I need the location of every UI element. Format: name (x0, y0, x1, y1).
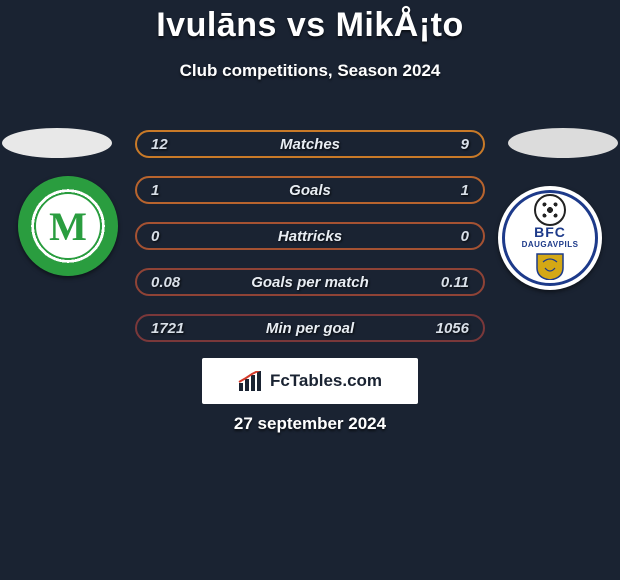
stat-value-left: 12 (151, 136, 191, 153)
stat-value-left: 0 (151, 228, 191, 245)
brand-text: FcTables.com (270, 371, 382, 391)
stat-value-right: 0 (429, 228, 469, 245)
stat-label: Hattricks (191, 228, 429, 245)
stat-value-right: 1056 (429, 320, 469, 337)
brand-box[interactable]: FcTables.com (202, 358, 418, 404)
club-crest-right-label1: BFC (498, 224, 602, 240)
stat-row: 12Matches9 (135, 130, 485, 158)
club-crest-left-letter: M (36, 194, 100, 258)
player-oval-right (508, 128, 618, 158)
stat-row: 0Hattricks0 (135, 222, 485, 250)
soccer-ball-icon (534, 194, 566, 226)
stat-value-left: 0.08 (151, 274, 191, 291)
shield-icon (535, 252, 565, 280)
stat-value-right: 1 (429, 182, 469, 199)
player-oval-left (2, 128, 112, 158)
stat-label: Goals per match (191, 274, 429, 291)
stat-value-left: 1 (151, 182, 191, 199)
stats-table: 12Matches9 1Goals1 0Hattricks0 0.08Goals pe… (135, 130, 485, 360)
bar-chart-icon (238, 371, 264, 391)
stat-label: Matches (191, 136, 429, 153)
stat-value-right: 0.11 (429, 274, 469, 291)
date-label: 27 september 2024 (0, 414, 620, 434)
club-crest-left: M (18, 176, 118, 276)
stat-row: 1Goals1 (135, 176, 485, 204)
stat-row: 0.08Goals per match0.11 (135, 268, 485, 296)
stat-label: Min per goal (191, 320, 429, 337)
stat-label: Goals (191, 182, 429, 199)
club-crest-right: BFC DAUGAVPILS (498, 186, 602, 290)
subtitle: Club competitions, Season 2024 (0, 61, 620, 81)
club-crest-right-label2: DAUGAVPILS (498, 240, 602, 249)
stat-value-right: 9 (429, 136, 469, 153)
page-title: Ivulāns vs MikÅ¡to (0, 6, 620, 45)
stat-row: 1721Min per goal1056 (135, 314, 485, 342)
stat-value-left: 1721 (151, 320, 191, 337)
